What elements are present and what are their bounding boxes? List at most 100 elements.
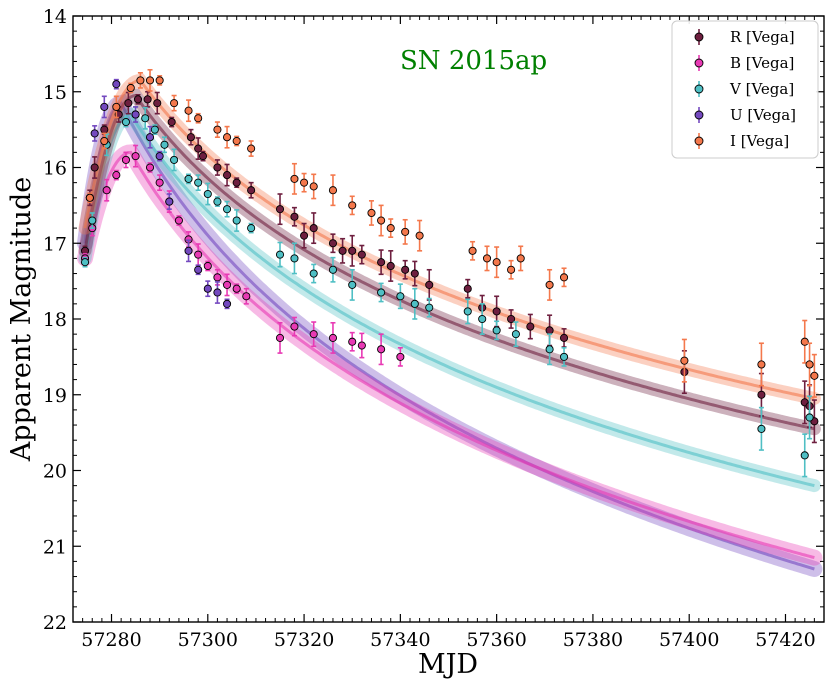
data-point bbox=[186, 133, 195, 142]
legend-label: V [Vega] bbox=[729, 80, 794, 98]
data-point bbox=[800, 451, 809, 460]
data-point bbox=[126, 83, 135, 93]
data-point bbox=[290, 212, 299, 221]
data-point bbox=[338, 246, 347, 255]
data-point bbox=[396, 352, 405, 361]
legend-label: I [Vega] bbox=[730, 132, 789, 150]
data-point bbox=[174, 216, 183, 225]
data-point bbox=[492, 258, 501, 267]
data-point bbox=[401, 227, 410, 236]
y-tick-label: 21 bbox=[43, 536, 67, 558]
data-point bbox=[143, 95, 152, 104]
y-axis-label: Apparent Magnitude bbox=[6, 177, 37, 462]
data-point bbox=[328, 239, 338, 248]
data-point bbox=[757, 360, 766, 369]
data-point bbox=[203, 189, 212, 199]
x-tick-label: 57420 bbox=[755, 629, 815, 651]
data-point bbox=[805, 413, 814, 422]
x-tick-label: 57320 bbox=[274, 629, 334, 651]
data-point bbox=[155, 152, 164, 161]
data-point bbox=[112, 171, 121, 180]
data-point bbox=[328, 333, 338, 342]
data-point bbox=[124, 99, 133, 108]
data-point bbox=[184, 246, 193, 255]
y-tick-label: 22 bbox=[43, 612, 67, 634]
data-point bbox=[88, 216, 97, 225]
legend-marker bbox=[694, 84, 704, 94]
data-point bbox=[309, 224, 318, 233]
data-point bbox=[223, 280, 232, 289]
data-point bbox=[396, 292, 405, 301]
legend-label: B [Vega] bbox=[730, 54, 794, 72]
data-point bbox=[194, 144, 203, 153]
x-tick-label: 57280 bbox=[81, 629, 141, 651]
data-point bbox=[131, 110, 140, 119]
data-point bbox=[559, 333, 569, 342]
model-line bbox=[83, 101, 815, 571]
data-point bbox=[410, 269, 419, 278]
chart-annotation: SN 2015ap bbox=[400, 46, 547, 76]
data-point bbox=[377, 345, 386, 354]
data-point bbox=[463, 307, 472, 316]
data-point bbox=[194, 178, 203, 187]
legend-marker bbox=[694, 58, 704, 68]
data-point bbox=[153, 99, 162, 108]
data-point bbox=[155, 76, 164, 85]
x-tick-label: 57360 bbox=[466, 629, 526, 651]
data-point bbox=[275, 205, 285, 214]
data-point bbox=[328, 186, 338, 195]
data-point bbox=[309, 182, 318, 191]
data-point bbox=[559, 273, 569, 282]
model-bands bbox=[77, 73, 823, 577]
data-point bbox=[170, 99, 179, 108]
data-point bbox=[357, 341, 366, 350]
data-point bbox=[290, 254, 299, 263]
data-point bbox=[290, 322, 299, 331]
data-point bbox=[160, 140, 169, 149]
data-point bbox=[242, 292, 251, 301]
data-point bbox=[545, 345, 554, 354]
model-line bbox=[83, 150, 815, 560]
data-point bbox=[184, 174, 193, 183]
data-point bbox=[377, 288, 386, 297]
data-point bbox=[492, 307, 501, 316]
x-tick-label: 57380 bbox=[563, 629, 623, 651]
data-point bbox=[145, 163, 155, 172]
legend-marker bbox=[694, 110, 704, 120]
model-line bbox=[83, 93, 815, 431]
data-point bbox=[401, 265, 410, 274]
data-point bbox=[526, 322, 535, 331]
data-point bbox=[559, 352, 569, 361]
data-point bbox=[367, 208, 376, 217]
data-point bbox=[136, 76, 145, 85]
data-point bbox=[213, 273, 222, 282]
data-point bbox=[425, 303, 434, 312]
data-point bbox=[232, 216, 241, 225]
legend-marker bbox=[694, 136, 704, 146]
data-point bbox=[425, 280, 434, 289]
data-point bbox=[516, 254, 525, 263]
data-point bbox=[133, 95, 143, 104]
data-point bbox=[468, 246, 477, 255]
data-point bbox=[213, 163, 222, 172]
data-point bbox=[90, 129, 99, 138]
data-point bbox=[511, 330, 520, 339]
data-point bbox=[194, 114, 203, 123]
data-point bbox=[223, 205, 232, 214]
model-line bbox=[83, 78, 815, 400]
data-point bbox=[492, 326, 501, 335]
data-point bbox=[203, 284, 212, 293]
data-point bbox=[800, 337, 809, 346]
data-point bbox=[680, 356, 689, 365]
data-point bbox=[100, 125, 109, 134]
x-tick-label: 57300 bbox=[178, 629, 238, 651]
data-point bbox=[100, 136, 109, 146]
data-point bbox=[203, 261, 212, 271]
data-point bbox=[131, 152, 140, 161]
data-point bbox=[167, 118, 176, 127]
data-point bbox=[415, 231, 424, 240]
data-point bbox=[275, 333, 285, 342]
data-point bbox=[757, 424, 766, 433]
data-point bbox=[300, 231, 309, 240]
data-point bbox=[377, 258, 386, 267]
